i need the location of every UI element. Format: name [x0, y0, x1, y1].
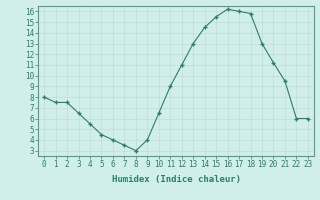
X-axis label: Humidex (Indice chaleur): Humidex (Indice chaleur)	[111, 175, 241, 184]
